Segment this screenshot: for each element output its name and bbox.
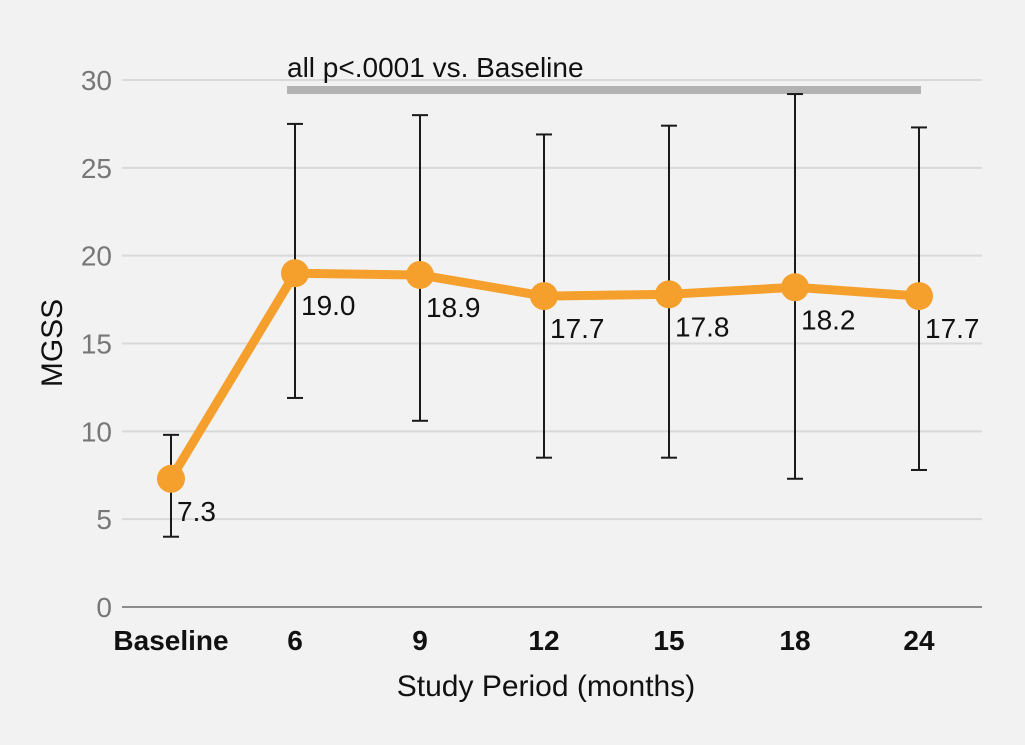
x-tick-label: 24	[903, 625, 935, 656]
data-point	[530, 282, 558, 311]
x-tick-label: 12	[528, 625, 559, 656]
y-tick-label: 5	[96, 504, 112, 535]
data-point	[655, 280, 683, 309]
y-tick-label: 25	[81, 153, 112, 184]
data-label: 18.2	[801, 304, 856, 335]
significance-annotation: all p<.0001 vs. Baseline	[287, 52, 584, 83]
data-point	[781, 273, 809, 302]
x-axis-title: Study Period (months)	[397, 670, 695, 703]
y-tick-label: 20	[81, 241, 112, 272]
x-tick-label: 6	[287, 625, 303, 656]
data-point	[157, 464, 185, 493]
y-axis-title: MGSS	[36, 299, 69, 387]
data-point	[281, 259, 309, 288]
data-label: 17.7	[550, 313, 605, 344]
y-tick-labels: 0 5 10 15 20 25 30	[81, 65, 112, 623]
data-point	[406, 260, 434, 289]
data-label: 18.9	[426, 292, 481, 323]
y-tick-label: 30	[81, 65, 112, 96]
x-tick-labels: Baseline 6 9 12 15 18 24	[113, 625, 935, 656]
data-points	[157, 259, 933, 493]
data-label: 7.3	[177, 496, 216, 527]
x-tick-label: 9	[412, 625, 428, 656]
y-tick-label: 10	[81, 416, 112, 447]
data-labels: 7.3 19.0 18.9 17.7 17.8 18.2 17.7	[177, 290, 980, 527]
y-tick-label: 0	[96, 592, 112, 623]
data-point	[905, 282, 933, 311]
gridlines	[122, 79, 982, 521]
y-tick-label: 15	[81, 329, 112, 360]
data-label: 19.0	[301, 290, 356, 321]
x-tick-label: 18	[779, 625, 810, 656]
data-label: 17.8	[675, 311, 730, 342]
x-tick-label: Baseline	[113, 625, 228, 656]
data-label: 17.7	[925, 313, 980, 344]
x-tick-label: 15	[653, 625, 684, 656]
